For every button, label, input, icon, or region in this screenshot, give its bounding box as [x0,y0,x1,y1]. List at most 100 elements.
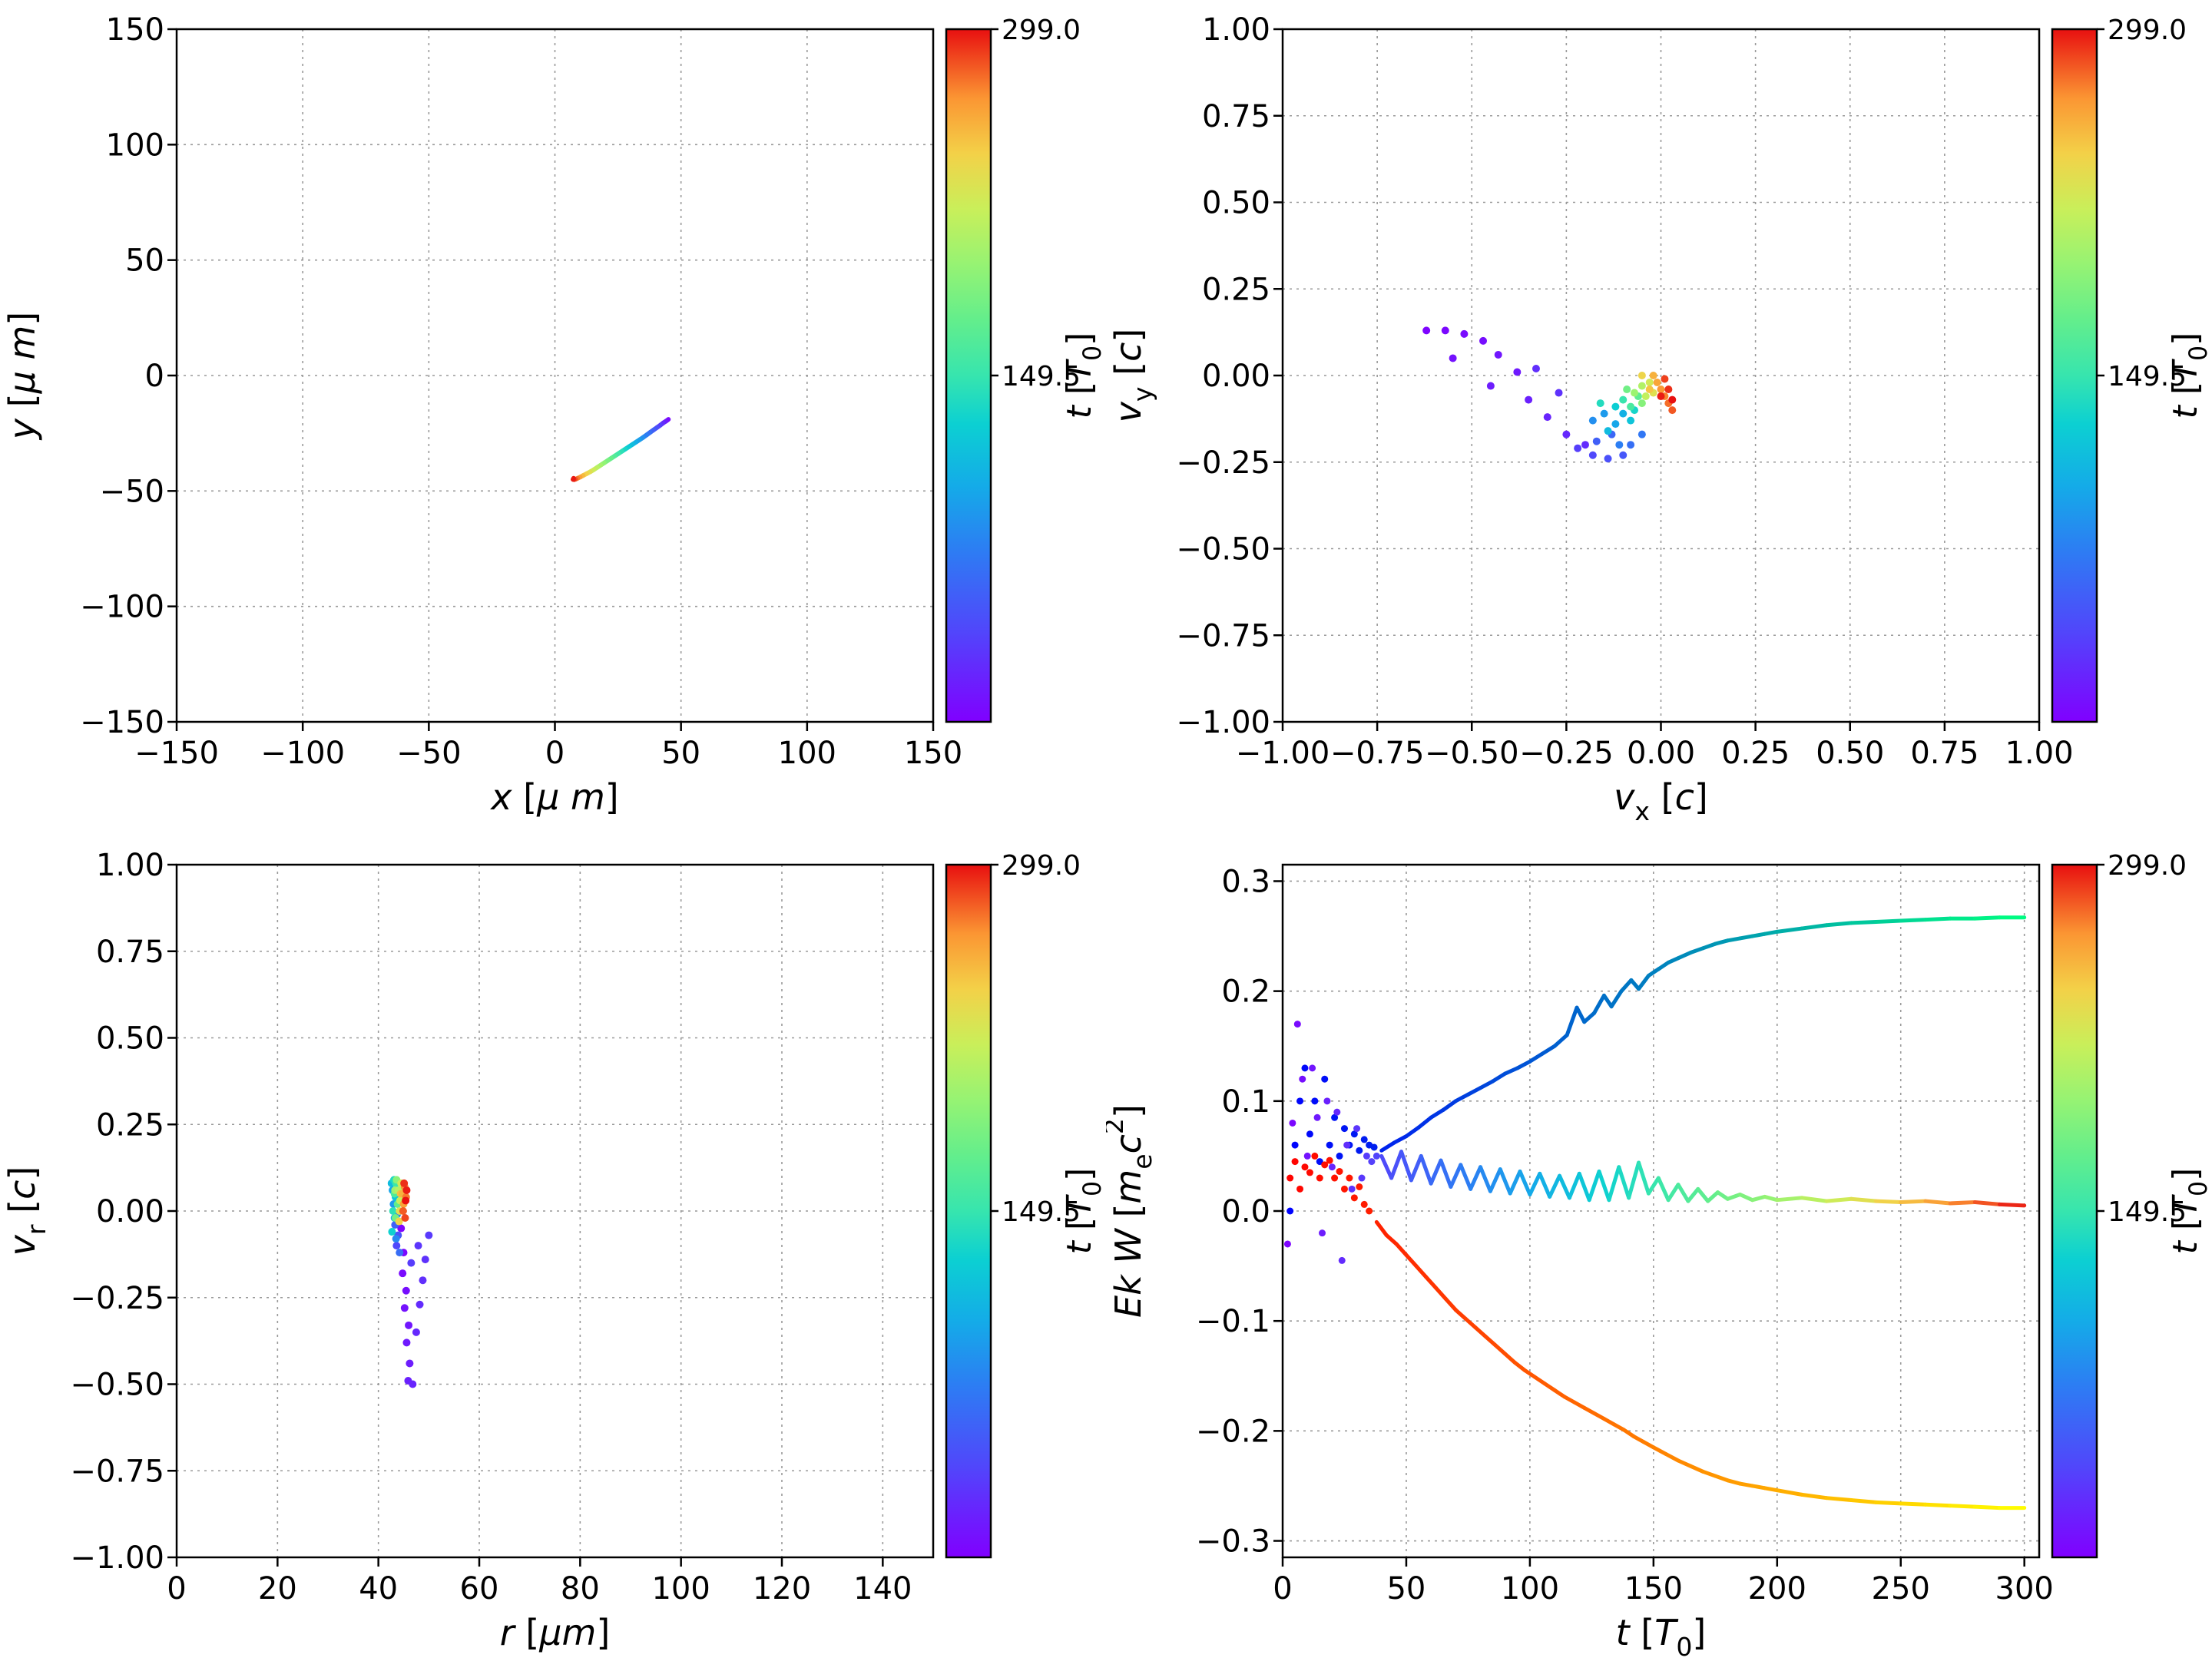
data-layer [571,417,671,482]
svg-text:−0.25: −0.25 [1519,736,1614,771]
colorbar-ticks: 299.0 149.5 [991,15,1081,392]
svg-text:0.3: 0.3 [1221,864,1270,899]
tick-marks [167,863,884,1567]
svg-text:0: 0 [145,359,164,394]
y-axis-label: Ek W [mec2] [1106,1104,1157,1318]
svg-text:40: 40 [359,1571,398,1606]
plot-xy-trajectory: −150 −100 −50 0 50 100 150 −150 −100 −50 0 50 100 150… [2,12,1106,818]
colorbar-gradient [945,863,992,1559]
colorbar-label: t [T0] [1060,1168,1106,1255]
colorbar-ticks: 299.0 149.5 [2097,15,2187,392]
colorbar-tick-label: 149.5 [2108,361,2187,392]
x-tick-labels: 0 50 100 150 200 250 300 [1273,1571,2054,1606]
svg-text:150: 150 [1624,1571,1683,1606]
colorbar-gradient [2051,863,2098,1559]
svg-text:80: 80 [561,1571,600,1606]
gridlines [1282,28,2040,723]
svg-text:1.00: 1.00 [2005,736,2073,771]
svg-text:250: 250 [1872,1571,1930,1606]
x-axis-label: x [μ m] [489,776,618,818]
svg-text:0.00: 0.00 [1202,359,1270,394]
svg-text:−100: −100 [260,736,345,771]
svg-text:0.50: 0.50 [1202,186,1270,221]
colorbar-tick-label: 299.0 [2108,850,2187,882]
svg-text:−0.75: −0.75 [1176,618,1270,654]
svg-text:50: 50 [1386,1571,1426,1606]
y-tick-labels: −150 −100 −50 0 50 100 150 [80,12,164,740]
svg-text:50: 50 [661,736,700,771]
svg-text:0: 0 [167,1571,186,1606]
svg-text:140: 140 [853,1571,912,1606]
plot-energy-time: 0 50 100 150 200 250 300 −0.3 −0.2 −0.1 0.0 0.1 0.2 0… [1106,850,2212,1662]
y-axis-label: y [μ m] [2,312,43,441]
x-axis-label: t [T0] [1616,1612,1707,1662]
svg-text:0.50: 0.50 [1816,736,1884,771]
svg-text:0: 0 [1273,1571,1292,1606]
svg-text:300: 300 [1995,1571,2054,1606]
gridlines [176,28,934,723]
svg-text:0.2: 0.2 [1221,974,1270,1010]
svg-text:0.25: 0.25 [96,1107,164,1143]
plot-r-vr: 0 20 40 60 80 100 120 140 −1.00 −0.75 −0.50 −0.25 0.… [2,848,1106,1653]
gridlines [176,864,933,1558]
svg-text:0.75: 0.75 [1202,99,1270,134]
y-axis-label: vy [c] [1108,329,1157,423]
x-axis-label: vx [c] [1614,776,1708,826]
svg-text:0.75: 0.75 [96,935,164,970]
data-layer [1422,326,1677,463]
svg-text:100: 100 [1501,1571,1559,1606]
y-tick-labels: −1.00 −0.75 −0.50 −0.25 0.00 0.25 0.50 0.75 1.00 [70,848,164,1576]
svg-text:0.1: 0.1 [1221,1084,1270,1120]
colorbar-tick-label: 299.0 [1002,850,1081,882]
svg-text:−0.50: −0.50 [70,1368,164,1403]
x-tick-labels: 0 20 40 60 80 100 120 140 [167,1571,912,1606]
svg-text:−50: −50 [396,736,461,771]
svg-text:−150: −150 [80,705,164,740]
svg-text:0.25: 0.25 [1202,272,1270,307]
colorbar-label: t [T0] [1060,333,1106,419]
colorbar-label: t [T0] [2166,1168,2212,1255]
colorbar-ticks: 299.0 149.5 [991,850,1081,1228]
colorbar-label: t [T0] [2166,333,2212,419]
svg-text:−0.25: −0.25 [1176,445,1270,481]
colorbar-tick-label: 299.0 [1002,15,1081,46]
svg-text:−0.1: −0.1 [1196,1304,1270,1339]
tick-marks [167,28,935,731]
data-layer [1283,915,2027,1511]
svg-text:−1.00: −1.00 [70,1540,164,1576]
y-tick-labels: −1.00 −0.75 −0.50 −0.25 0.00 0.25 0.50 0.75 1.00 [1176,12,1270,740]
svg-text:1.00: 1.00 [96,848,164,883]
svg-text:0.00: 0.00 [1627,736,1695,771]
svg-text:200: 200 [1748,1571,1806,1606]
svg-text:60: 60 [460,1571,499,1606]
svg-text:−0.75: −0.75 [70,1454,164,1489]
svg-text:−100: −100 [80,590,164,625]
colorbar-gradient [2051,28,2098,723]
svg-text:−0.75: −0.75 [1330,736,1425,771]
svg-text:150: 150 [904,736,962,771]
svg-text:−0.50: −0.50 [1425,736,1519,771]
data-layer [387,1176,433,1388]
colorbar-gradient [945,28,992,723]
svg-text:50: 50 [125,243,164,279]
svg-text:−0.25: −0.25 [70,1281,164,1316]
svg-text:100: 100 [778,736,836,771]
svg-text:−50: −50 [100,474,164,509]
tick-marks [1273,28,2041,731]
svg-text:−0.3: −0.3 [1196,1524,1270,1560]
svg-text:20: 20 [258,1571,297,1606]
colorbar-tick-label: 299.0 [2108,15,2187,46]
y-tick-labels: −0.3 −0.2 −0.1 0.0 0.1 0.2 0.3 [1196,864,1270,1559]
x-tick-labels: −150 −100 −50 0 50 100 150 [134,736,962,771]
svg-text:0.50: 0.50 [96,1021,164,1057]
svg-text:100: 100 [106,127,164,163]
colorbar-tick-label: 149.5 [1002,361,1081,392]
x-axis-label: r [μm] [500,1612,611,1653]
svg-text:0.75: 0.75 [1910,736,1979,771]
svg-text:0.00: 0.00 [96,1194,164,1229]
svg-text:−0.2: −0.2 [1196,1414,1270,1449]
y-axis-label: vr [c] [2,1166,51,1256]
gridlines [1282,865,2039,1557]
svg-text:0.25: 0.25 [1721,736,1790,771]
